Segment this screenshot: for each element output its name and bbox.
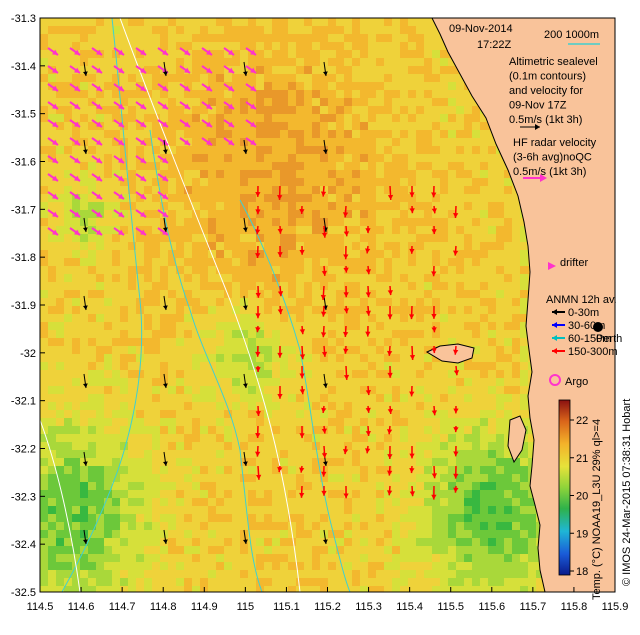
y-tick-label: -32.2 [11, 444, 36, 456]
y-tick-label: -32 [20, 348, 36, 360]
x-tick-label: 115.6 [478, 601, 505, 613]
colorbar-tick-label: 21 [576, 453, 588, 465]
altimetry-legend-line: Altimetric sealevel [509, 56, 598, 68]
drifter-label: drifter [560, 257, 588, 269]
x-tick-label: 114.5 [27, 601, 54, 613]
time-label: 17:22Z [477, 39, 512, 51]
altimetry-legend-line: and velocity for [509, 85, 583, 97]
y-tick-label: -31.7 [11, 204, 36, 216]
y-tick-label: -32.4 [11, 539, 36, 551]
anmn-title: ANMN 12h av. [546, 294, 617, 306]
y-tick-label: -32.1 [11, 396, 36, 408]
argo-label: Argo [565, 376, 588, 388]
date-label: 09-Nov-2014 [449, 23, 513, 35]
scale-label: 200 1000m [544, 29, 599, 41]
y-tick-label: -31.6 [11, 157, 36, 169]
x-tick-label: 114.7 [109, 601, 136, 613]
hf-legend-line: 0.5m/s (1kt 3h) [513, 166, 586, 178]
anmn-item-label: 150-300m [568, 346, 618, 358]
y-tick-label: -31.3 [11, 13, 36, 25]
x-tick-label: 115.3 [355, 601, 382, 613]
altimetry-legend-line: 09-Nov 17Z [509, 100, 567, 112]
anmn-item-label: 0-30m [568, 307, 599, 319]
y-tick-label: -31.9 [11, 300, 36, 312]
colorbar-tick-label: 22 [576, 415, 588, 427]
x-tick-label: 114.9 [191, 601, 218, 613]
y-tick-label: -32.5 [11, 587, 36, 599]
y-tick-label: -31.4 [11, 61, 36, 73]
credit-label: © IMOS 24-Mar-2015 07:38:31 Hobart [621, 399, 633, 586]
x-tick-label: 115.8 [561, 601, 588, 613]
x-tick-label: 115.9 [602, 601, 629, 613]
altimetry-legend-line: (0.1m contours) [509, 71, 586, 83]
x-tick-label: 115.1 [273, 601, 300, 613]
y-tick-label: -31.8 [11, 252, 36, 264]
hf-legend-line: (3-6h avg)noQC [513, 152, 592, 164]
y-tick-label: -32.3 [11, 491, 36, 503]
y-tick-label: -31.5 [11, 109, 36, 121]
x-tick-label: 115.7 [519, 601, 546, 613]
perth-marker-icon [593, 322, 603, 332]
hf-radar-legend: HF radar velocity (3-6h avg)noQC 0.5m/s (1… [513, 137, 597, 178]
x-tick-label: 115.4 [396, 601, 423, 613]
hf-legend-line: HF radar velocity [513, 137, 597, 149]
colorbar [559, 400, 570, 575]
colorbar-tick-label: 19 [576, 528, 588, 540]
colorbar-title: Temp. (°C) NOAA19_L3U 29% ql>=4 [591, 419, 603, 600]
x-tick-label: 115.2 [314, 601, 341, 613]
x-tick-label: 114.6 [68, 601, 95, 613]
x-tick-label: 115 [237, 601, 255, 613]
altimetry-legend-line: 0.5m/s (1kt 3h) [509, 114, 582, 126]
perth-label: Perth [596, 333, 622, 345]
x-tick-label: 115.5 [437, 601, 464, 613]
colorbar-tick-label: 20 [576, 491, 588, 503]
x-tick-label: 114.8 [150, 601, 177, 613]
colorbar-tick-label: 18 [576, 566, 588, 578]
